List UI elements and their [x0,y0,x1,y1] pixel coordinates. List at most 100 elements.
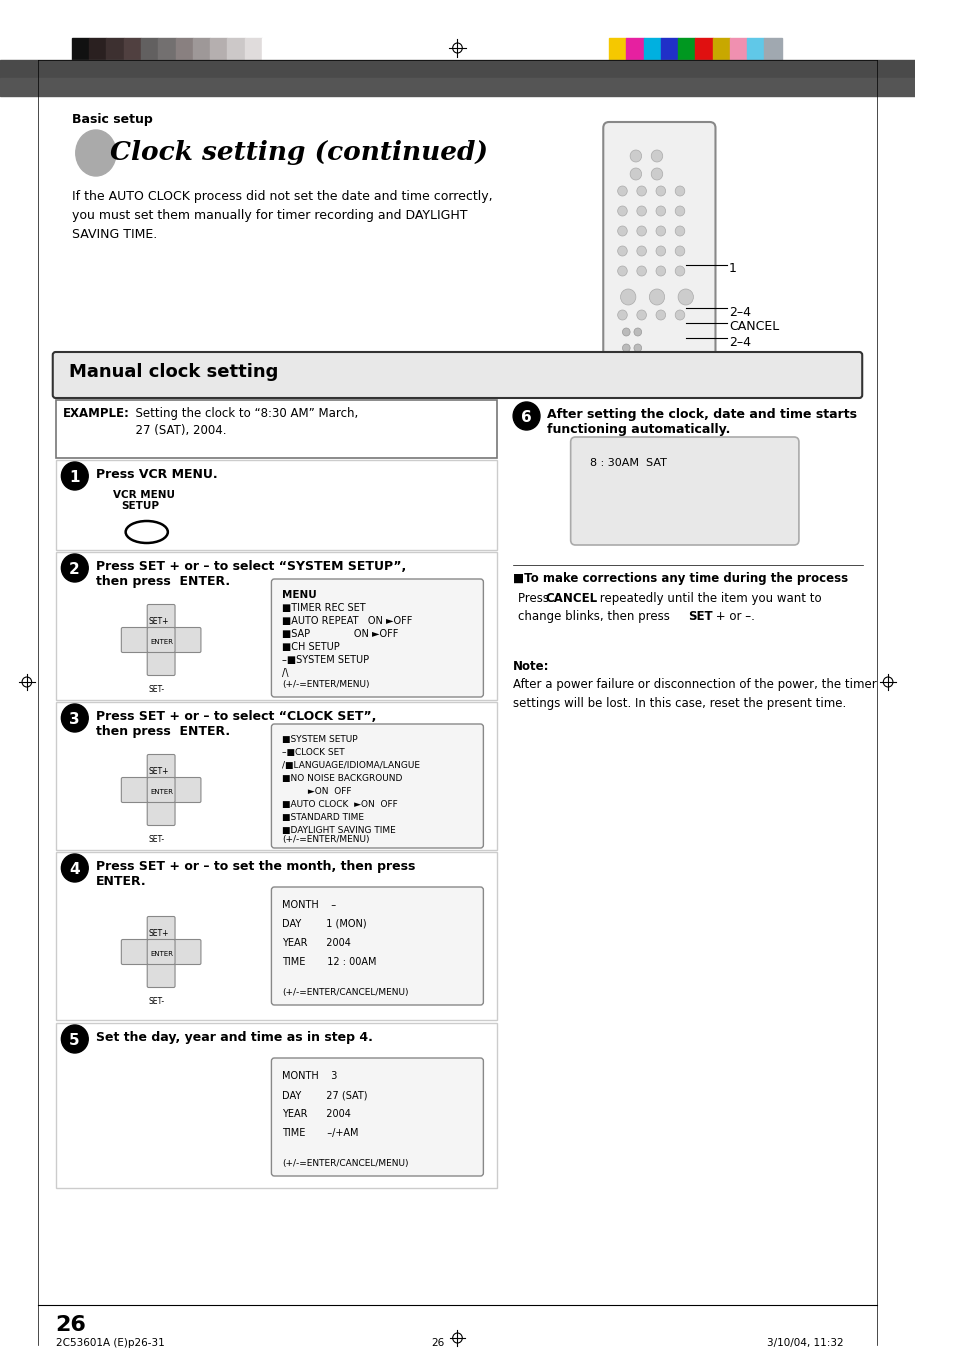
Text: EXAMPLE:: EXAMPLE: [63,407,130,420]
Bar [625,38,643,59]
Text: 2–4: 2–4 [728,335,750,349]
Text: MENU: MENU [282,590,316,600]
FancyBboxPatch shape [147,604,174,630]
Text: MONTH    –: MONTH – [282,900,335,911]
Circle shape [637,226,646,236]
Text: /■LANGUAGE/IDIOMA/LANGUE: /■LANGUAGE/IDIOMA/LANGUE [282,761,419,770]
FancyBboxPatch shape [272,1058,483,1175]
Circle shape [675,205,684,216]
Bar [608,38,625,59]
Text: ENTER: ENTER [151,639,173,644]
Text: ■SAP              ON ►OFF: ■SAP ON ►OFF [282,630,398,639]
Text: SETUP: SETUP [121,501,159,511]
FancyBboxPatch shape [52,353,862,399]
Circle shape [61,462,88,490]
FancyBboxPatch shape [272,724,483,848]
Circle shape [637,266,646,276]
Circle shape [617,246,626,255]
Circle shape [61,854,88,882]
FancyBboxPatch shape [272,888,483,1005]
Circle shape [651,150,662,162]
Text: Press VCR MENU.: Press VCR MENU. [96,467,217,481]
Bar [0,59,914,78]
Bar [89,38,107,59]
Circle shape [656,186,665,196]
Text: Set the day, year and time as in step 4.: Set the day, year and time as in step 4. [96,1031,373,1044]
Text: CANCEL: CANCEL [545,592,598,605]
Bar [729,38,746,59]
FancyBboxPatch shape [172,939,201,965]
Text: ■STANDARD TIME: ■STANDARD TIME [282,813,364,821]
Text: SET+: SET+ [149,767,169,775]
Circle shape [649,289,664,305]
Text: (+/-=ENTER/MENU): (+/-=ENTER/MENU) [282,680,369,689]
Bar [55,400,497,458]
Text: If the AUTO CLOCK process did not set the date and time correctly,
you must set : If the AUTO CLOCK process did not set th… [71,190,492,240]
Circle shape [61,704,88,732]
Text: 6: 6 [520,409,531,426]
Circle shape [656,246,665,255]
Bar [695,38,712,59]
Ellipse shape [75,130,116,176]
Text: Setting the clock to “8:30 AM” March,: Setting the clock to “8:30 AM” March, [128,407,357,420]
Text: 2–4: 2–4 [728,305,750,319]
Circle shape [675,266,684,276]
Text: TIME       12 : 00AM: TIME 12 : 00AM [282,957,376,967]
Circle shape [621,345,630,353]
Text: VCR MENU: VCR MENU [113,490,175,500]
Text: ■To make corrections any time during the process: ■To make corrections any time during the… [513,571,847,585]
FancyBboxPatch shape [147,962,174,988]
Bar [261,38,279,59]
Bar [210,38,227,59]
FancyBboxPatch shape [147,650,174,676]
FancyBboxPatch shape [121,627,149,653]
Text: SET+: SET+ [149,617,169,626]
Text: /\: /\ [282,667,288,678]
FancyBboxPatch shape [121,777,149,802]
Text: SET-: SET- [149,685,165,694]
Circle shape [675,186,684,196]
Circle shape [621,328,630,336]
Text: Clock setting (continued): Clock setting (continued) [111,141,488,165]
Bar [55,703,497,850]
Text: 2C53601A (E)p26-31: 2C53601A (E)p26-31 [55,1337,164,1348]
Bar [643,38,660,59]
Circle shape [637,186,646,196]
Text: (+/-=ENTER/CANCEL/MENU): (+/-=ENTER/CANCEL/MENU) [282,1159,408,1169]
Text: ■DAYLIGHT SAVING TIME: ■DAYLIGHT SAVING TIME [282,825,395,835]
Text: ■AUTO CLOCK  ►ON  OFF: ■AUTO CLOCK ►ON OFF [282,800,397,809]
Bar [55,553,497,700]
Text: ■AUTO REPEAT   ON ►OFF: ■AUTO REPEAT ON ►OFF [282,616,412,626]
Text: repeatedly until the item you want to: repeatedly until the item you want to [595,592,821,605]
Circle shape [61,1025,88,1052]
Circle shape [634,328,641,336]
FancyBboxPatch shape [147,754,174,780]
Text: –■SYSTEM SETUP: –■SYSTEM SETUP [282,655,369,665]
Text: ENTER: ENTER [151,951,173,957]
Text: –■CLOCK SET: –■CLOCK SET [282,748,344,757]
Bar [712,38,729,59]
FancyBboxPatch shape [121,939,149,965]
Circle shape [617,205,626,216]
Bar [678,38,695,59]
Text: + or –.: + or –. [711,611,754,623]
Circle shape [637,309,646,320]
Bar [763,38,781,59]
Circle shape [617,226,626,236]
Bar [107,38,124,59]
Circle shape [651,168,662,180]
Text: (+/-=ENTER/MENU): (+/-=ENTER/MENU) [282,835,369,844]
Text: ■NO NOISE BACKGROUND: ■NO NOISE BACKGROUND [282,774,402,784]
FancyBboxPatch shape [570,436,798,544]
Text: YEAR      2004: YEAR 2004 [282,1109,351,1119]
Text: 26: 26 [431,1337,444,1348]
FancyBboxPatch shape [147,777,174,802]
Circle shape [634,345,641,353]
Text: Press SET + or – to select “CLOCK SET”,
then press  ENTER.: Press SET + or – to select “CLOCK SET”, … [96,711,375,738]
Bar [175,38,193,59]
Circle shape [675,309,684,320]
Bar [746,38,763,59]
Circle shape [617,309,626,320]
Circle shape [656,226,665,236]
Text: DAY        27 (SAT): DAY 27 (SAT) [282,1090,367,1100]
